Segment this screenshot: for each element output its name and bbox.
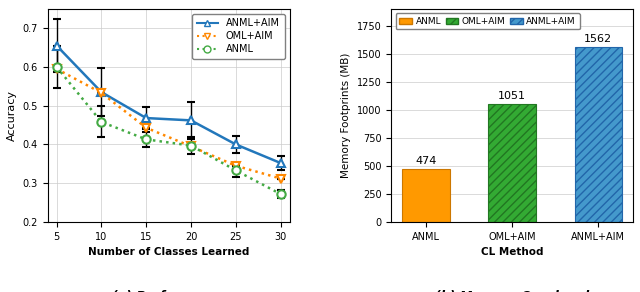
Bar (575, 47, 622, 222)
X-axis label: Number of Classes Learned: Number of Classes Learned (88, 247, 249, 257)
Bar (402, 169, 449, 222)
Text: 474: 474 (415, 156, 436, 166)
Legend: ANML, OML+AIM, ANML+AIM: ANML, OML+AIM, ANML+AIM (396, 13, 580, 29)
Legend: ANML+AIM, OML+AIM, ANML: ANML+AIM, OML+AIM, ANML (192, 14, 285, 59)
X-axis label: CL Method: CL Method (481, 247, 543, 257)
Bar (488, 104, 536, 222)
Text: (b) Memory Overhead: (b) Memory Overhead (435, 290, 589, 292)
Y-axis label: Accuracy: Accuracy (7, 90, 17, 141)
Text: 1562: 1562 (584, 34, 612, 44)
Text: (a) Performance: (a) Performance (111, 290, 225, 292)
Y-axis label: Memory Footprints (MB): Memory Footprints (MB) (341, 53, 351, 178)
Text: 1051: 1051 (498, 91, 526, 101)
